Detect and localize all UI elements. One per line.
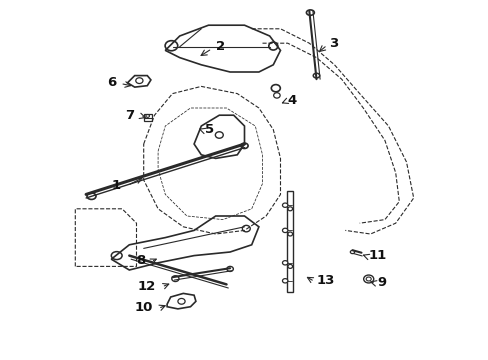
Ellipse shape xyxy=(282,203,287,207)
Text: 2: 2 xyxy=(215,40,224,53)
Text: 12: 12 xyxy=(138,280,156,293)
Text: 1: 1 xyxy=(111,179,120,192)
Text: 10: 10 xyxy=(134,301,152,314)
Text: 11: 11 xyxy=(368,249,386,262)
Text: 4: 4 xyxy=(287,94,296,107)
Text: 6: 6 xyxy=(107,76,117,89)
Ellipse shape xyxy=(282,279,287,283)
Ellipse shape xyxy=(282,261,287,265)
Ellipse shape xyxy=(271,85,280,92)
Text: 3: 3 xyxy=(328,37,338,50)
Bar xyxy=(286,191,293,292)
Ellipse shape xyxy=(282,228,287,233)
Text: 9: 9 xyxy=(377,276,386,289)
Text: 8: 8 xyxy=(136,255,145,267)
Text: 5: 5 xyxy=(204,123,214,136)
Bar xyxy=(143,114,151,121)
Text: 13: 13 xyxy=(316,274,334,287)
Text: 7: 7 xyxy=(125,109,134,122)
